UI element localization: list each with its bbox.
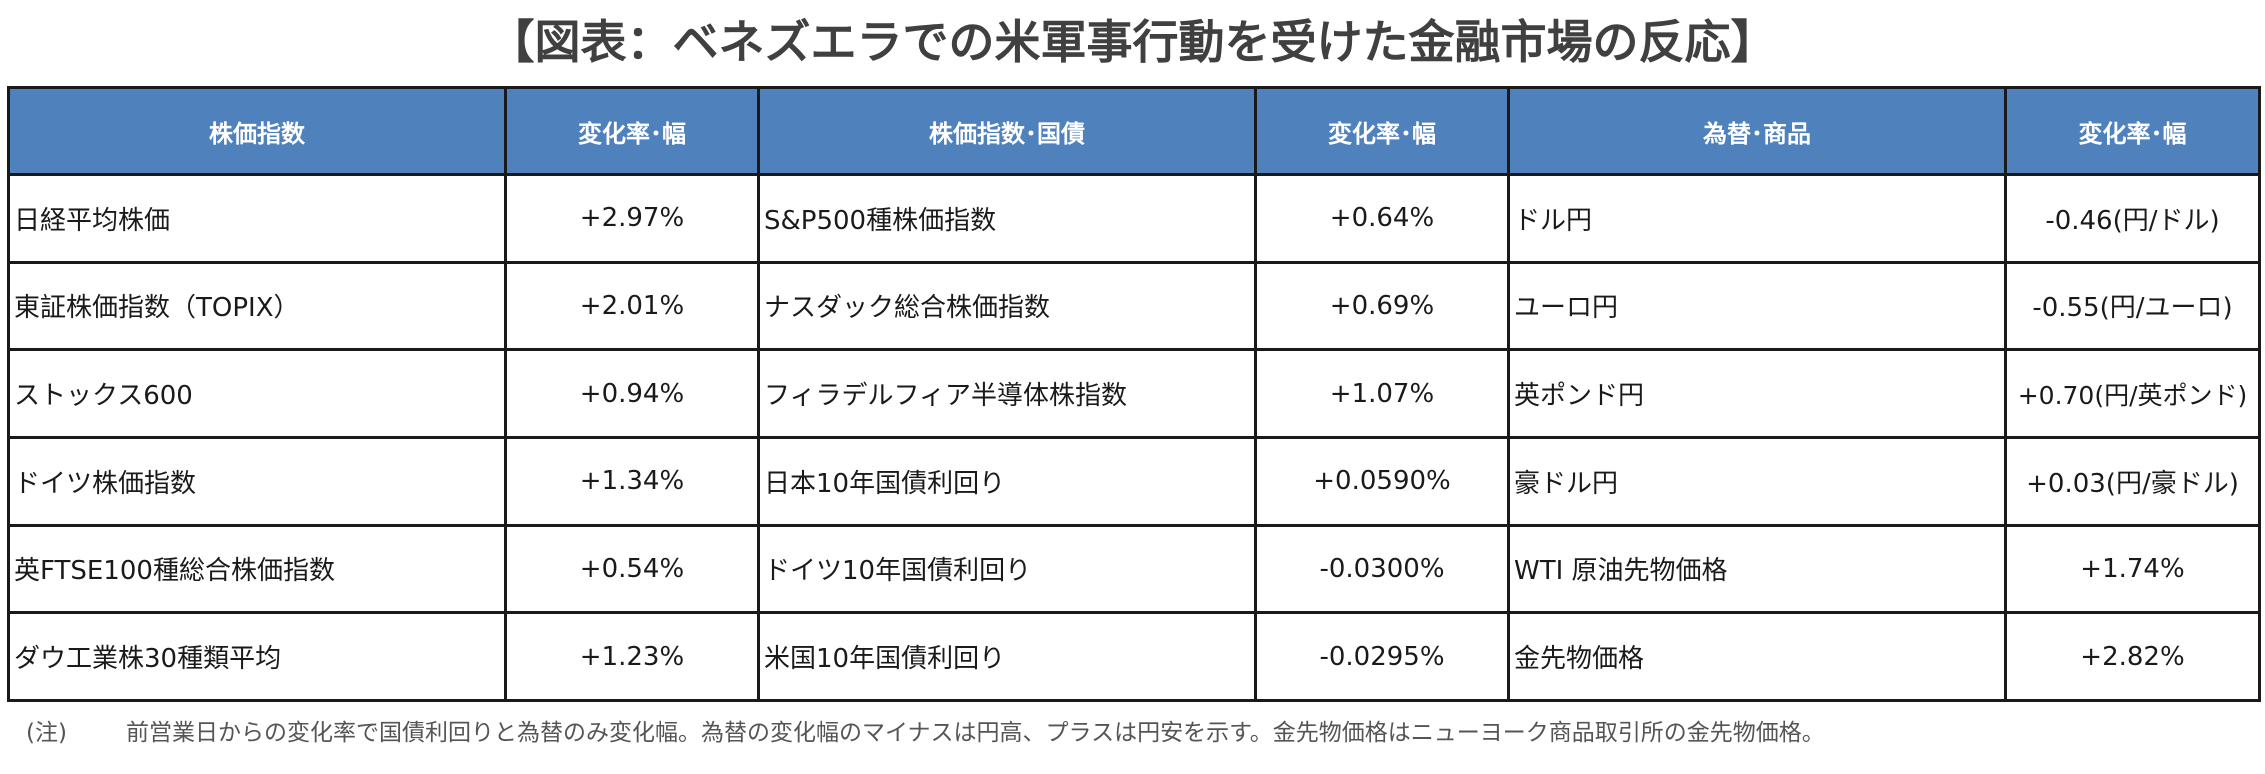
table-cell: +0.69% (1254, 260, 1510, 352)
table-cell: ナスダック総合株価指数 (757, 260, 1257, 352)
table-cell: ストックス600 (7, 348, 507, 439)
table-cell: 東証株価指数（TOPIX） (7, 260, 507, 352)
table-cell: 英FTSE100種総合株価指数 (7, 523, 507, 615)
header-change-1: 変化率･幅 (504, 86, 760, 176)
table-cell: -0.55(円/ユーロ) (2004, 260, 2261, 352)
table-cell: +2.97% (504, 173, 760, 264)
table-cell: +0.70(円/英ポンド) (2004, 348, 2261, 439)
table-cell: 米国10年国債利回り (757, 611, 1257, 702)
table-cell: S&P500種株価指数 (757, 173, 1257, 264)
table-cell: +0.54% (504, 523, 760, 615)
table-cell: +0.03(円/豪ドル) (2004, 435, 2261, 527)
table-row: 日経平均株価 +2.97% S&P500種株価指数 +0.64% ドル円 -0.… (7, 173, 2261, 264)
table-cell: ユーロ円 (1507, 260, 2007, 352)
table-row: ストックス600 +0.94% フィラデルフィア半導体株指数 +1.07% 英ポ… (7, 348, 2261, 439)
header-stock-index: 株価指数 (7, 86, 507, 176)
table-cell: 豪ドル円 (1507, 435, 2007, 527)
table-cell: +1.07% (1254, 348, 1510, 439)
header-stock-index-bond: 株価指数･国債 (757, 86, 1257, 176)
table-cell: ドイツ10年国債利回り (757, 523, 1257, 615)
table-cell: フィラデルフィア半導体株指数 (757, 348, 1257, 439)
table-cell: +2.01% (504, 260, 760, 352)
table-cell: +0.94% (504, 348, 760, 439)
page-title: 【図表：ベネズエラでの米軍事行動を受けた金融市場の反応】 (488, 15, 1777, 69)
footnote-marker: (注) (26, 720, 67, 746)
table-cell: 日本10年国債利回り (757, 435, 1257, 527)
table-cell: ダウ工業株30種類平均 (7, 611, 507, 702)
header-fx-commodity: 為替･商品 (1507, 86, 2007, 176)
table-cell: +2.82% (2004, 611, 2261, 702)
footnote: (注) 前営業日からの変化率で国債利回りと為替のみ変化幅。為替の変化幅のマイナスは… (26, 718, 1825, 748)
table-cell: -0.0295% (1254, 611, 1510, 702)
table-cell: ドル円 (1507, 173, 2007, 264)
footnote-text: 前営業日からの変化率で国債利回りと為替のみ変化幅。為替の変化幅のマイナスは円高、… (126, 720, 1825, 746)
table-cell: WTI 原油先物価格 (1507, 523, 2007, 615)
table-row: ダウ工業株30種類平均 +1.23% 米国10年国債利回り -0.0295% 金… (7, 611, 2261, 702)
table-cell: 日経平均株価 (7, 173, 507, 264)
header-change-3: 変化率･幅 (2004, 86, 2261, 176)
table-cell: -0.0300% (1254, 523, 1510, 615)
table-cell: +0.64% (1254, 173, 1510, 264)
market-reaction-table: 株価指数 変化率･幅 株価指数･国債 変化率･幅 為替･商品 変化率･幅 日経平… (7, 86, 2261, 702)
table-cell: +0.0590% (1254, 435, 1510, 527)
table-cell: ドイツ株価指数 (7, 435, 507, 527)
table-cell: +1.74% (2004, 523, 2261, 615)
table-cell: 金先物価格 (1507, 611, 2007, 702)
table-row: ドイツ株価指数 +1.34% 日本10年国債利回り +0.0590% 豪ドル円 … (7, 435, 2261, 527)
header-change-2: 変化率･幅 (1254, 86, 1510, 176)
table-cell: -0.46(円/ドル) (2004, 173, 2261, 264)
table-header-row: 株価指数 変化率･幅 株価指数･国債 変化率･幅 為替･商品 変化率･幅 (7, 86, 2261, 176)
table-cell: +1.23% (504, 611, 760, 702)
table-row: 英FTSE100種総合株価指数 +0.54% ドイツ10年国債利回り -0.03… (7, 523, 2261, 615)
table-cell: +1.34% (504, 435, 760, 527)
table-row: 東証株価指数（TOPIX） +2.01% ナスダック総合株価指数 +0.69% … (7, 260, 2261, 352)
table-cell: 英ポンド円 (1507, 348, 2007, 439)
